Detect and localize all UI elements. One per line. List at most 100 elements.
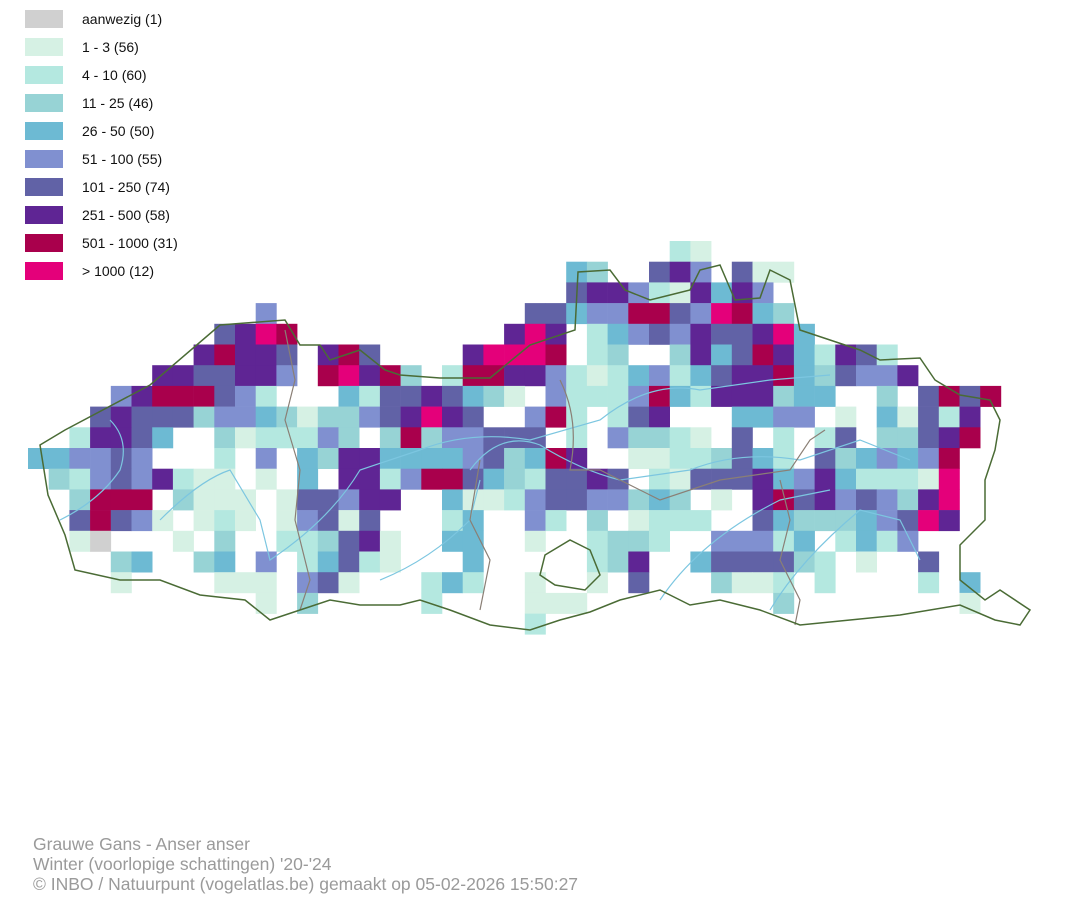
legend-label: 101 - 250 (74) <box>82 179 170 195</box>
grid-cell <box>731 282 753 304</box>
grid-cell <box>566 261 588 283</box>
river-lines <box>59 374 921 611</box>
grid-cell <box>731 468 753 490</box>
grid-cell <box>400 406 422 428</box>
grid-cell <box>669 385 691 407</box>
grid-cell <box>814 468 836 490</box>
grid-cell <box>359 448 381 469</box>
grid-cell <box>379 530 401 552</box>
grid-cell <box>690 551 712 573</box>
grid-cell <box>711 572 733 594</box>
legend-swatch <box>25 66 63 84</box>
grid-cell <box>814 427 836 449</box>
grid-cell <box>462 365 484 387</box>
legend-swatch <box>25 150 63 168</box>
grid-cell <box>504 448 526 469</box>
grid-cell <box>317 572 339 594</box>
grid-cell <box>359 385 381 407</box>
grid-cell <box>214 385 236 407</box>
grid-cell <box>255 303 277 325</box>
grid-cell <box>235 427 256 449</box>
grid-cell <box>276 323 298 345</box>
grid-cell <box>483 385 505 407</box>
grid-cell <box>172 406 194 428</box>
grid-cell <box>918 468 940 490</box>
legend-item: 51 - 100 (55) <box>25 145 178 173</box>
grid-cell <box>566 303 588 325</box>
grid-cell <box>669 261 691 283</box>
grid-cell <box>814 489 836 511</box>
grid-cell <box>752 530 774 552</box>
grid-cell <box>649 261 670 283</box>
grid-cell <box>276 510 298 532</box>
grid-cell <box>752 406 774 428</box>
grid-cell <box>255 427 277 449</box>
grid-cell <box>586 323 608 345</box>
legend-item: 11 - 25 (46) <box>25 89 178 117</box>
grid-cell <box>607 530 629 552</box>
legend-swatch <box>25 94 63 112</box>
grid-cell <box>317 365 339 387</box>
grid-cell <box>462 468 484 490</box>
grid-cell <box>669 427 691 449</box>
grid-cell <box>586 572 608 594</box>
grid-cell <box>938 448 960 469</box>
grid-cell <box>773 551 795 573</box>
grid-cell <box>649 427 670 449</box>
grid-cell <box>524 323 546 345</box>
grid-cell <box>338 468 360 490</box>
grid-cell <box>938 427 960 449</box>
grid-cell <box>172 530 194 552</box>
grid-cell <box>773 344 795 366</box>
legend-label: 11 - 25 (46) <box>82 95 154 111</box>
grid-cell <box>317 427 339 449</box>
grid-cell <box>152 427 174 449</box>
grid-cell <box>317 489 339 511</box>
grid-cell <box>400 427 422 449</box>
grid-cell <box>835 406 857 428</box>
grid-cell <box>421 468 443 490</box>
grid-cell <box>773 303 795 325</box>
grid-cell <box>214 530 236 552</box>
grid-cell <box>131 427 153 449</box>
grid-cell <box>690 510 712 532</box>
grid-cell <box>876 427 898 449</box>
grid-cell <box>711 323 733 345</box>
grid-cell <box>649 530 670 552</box>
grid-cell <box>110 448 132 469</box>
grid-cell <box>649 323 670 345</box>
legend-label: 501 - 1000 (31) <box>82 235 178 251</box>
grid-cell <box>462 344 484 366</box>
grid-cell <box>338 385 360 407</box>
grid-cell <box>607 489 629 511</box>
legend-item: 26 - 50 (50) <box>25 117 178 145</box>
grid-cell <box>172 365 194 387</box>
grid-cell <box>379 468 401 490</box>
grid-cell <box>918 385 940 407</box>
grid-cell <box>379 448 401 469</box>
grid-cell <box>379 385 401 407</box>
grid-cell <box>483 427 505 449</box>
grid-cell <box>297 468 319 490</box>
grid-cell <box>793 530 815 552</box>
grid-cell <box>421 427 443 449</box>
grid-cell <box>297 448 319 469</box>
map-legend: aanwezig (1) 1 - 3 (56) 4 - 10 (60) 11 - 25… <box>25 5 178 285</box>
grid-cell <box>317 406 339 428</box>
grid-cell <box>856 510 877 532</box>
grid-cell <box>773 323 795 345</box>
grid-cell <box>856 551 877 573</box>
grid-cell <box>297 551 319 573</box>
grid-cell <box>793 468 815 490</box>
grid-cell <box>483 448 505 469</box>
grid-cell <box>193 385 215 407</box>
legend-swatch <box>25 10 63 28</box>
grid-cell <box>131 489 153 511</box>
legend-swatch <box>25 38 63 56</box>
grid-cell <box>276 489 298 511</box>
grid-cell <box>918 489 940 511</box>
grid-cell <box>90 468 112 490</box>
grid-cell <box>731 572 753 594</box>
grid-cell <box>110 572 132 594</box>
grid-cell <box>959 427 981 449</box>
